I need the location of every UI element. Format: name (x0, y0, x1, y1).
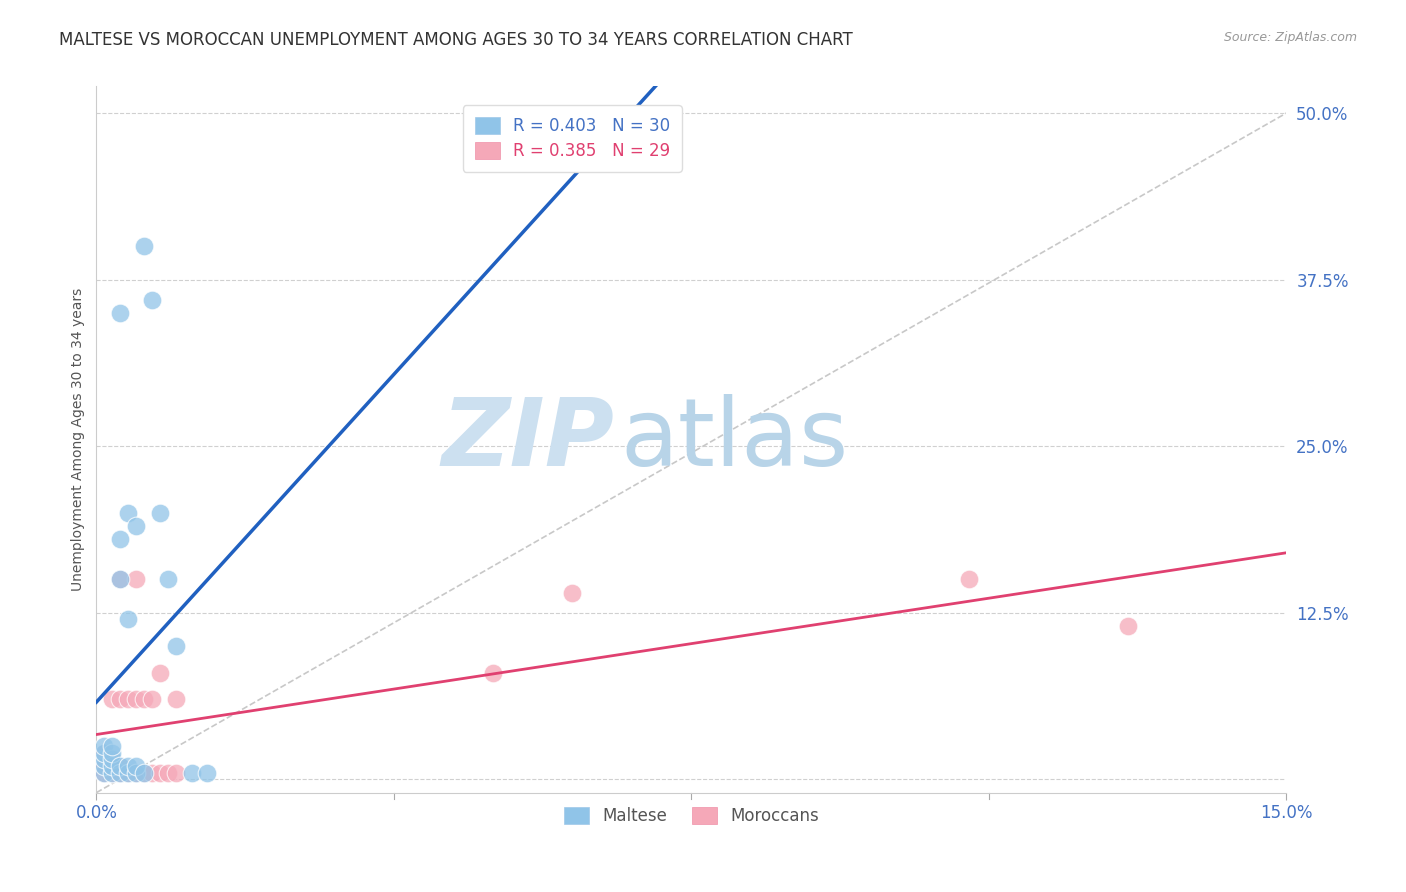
Point (125, 692, 148, 706)
Point (156, 765, 179, 780)
Point (117, 692, 139, 706)
Point (125, 573, 148, 587)
Point (101, 765, 124, 780)
Point (108, 759, 131, 773)
Point (93, 746, 115, 760)
Point (165, 639, 187, 653)
Point (149, 765, 172, 780)
Point (165, 765, 187, 780)
Point (101, 746, 124, 760)
Text: ZIP: ZIP (441, 393, 614, 485)
Point (108, 533, 131, 547)
Text: atlas: atlas (620, 393, 848, 485)
Y-axis label: Unemployment Among Ages 30 to 34 years: Unemployment Among Ages 30 to 34 years (72, 288, 86, 591)
Point (101, 692, 124, 706)
Point (108, 765, 131, 780)
Point (132, 765, 155, 780)
Point (197, 765, 219, 780)
Text: MALTESE VS MOROCCAN UNEMPLOYMENT AMONG AGES 30 TO 34 YEARS CORRELATION CHART: MALTESE VS MOROCCAN UNEMPLOYMENT AMONG A… (59, 31, 853, 49)
Point (561, 586, 583, 600)
Point (156, 573, 179, 587)
Point (117, 612, 139, 626)
Point (117, 506, 139, 520)
Point (149, 506, 172, 520)
Point (101, 765, 124, 780)
Point (132, 765, 155, 780)
Point (93, 739, 115, 753)
Point (149, 665, 172, 680)
Point (482, 665, 505, 680)
Point (125, 519, 148, 533)
Point (180, 765, 202, 780)
Point (101, 759, 124, 773)
Point (165, 692, 187, 706)
Point (132, 239, 155, 253)
Point (957, 573, 980, 587)
Point (108, 573, 131, 587)
Point (125, 765, 148, 780)
Point (108, 573, 131, 587)
Text: Source: ZipAtlas.com: Source: ZipAtlas.com (1223, 31, 1357, 45)
Point (101, 752, 124, 766)
Point (141, 293, 163, 307)
Point (141, 765, 163, 780)
Point (101, 759, 124, 773)
Point (108, 306, 131, 320)
Point (117, 765, 139, 780)
Point (108, 692, 131, 706)
Point (108, 765, 131, 780)
Point (93, 746, 115, 760)
Point (93, 765, 115, 780)
Point (93, 752, 115, 766)
Point (117, 759, 139, 773)
Point (93, 765, 115, 780)
Point (101, 752, 124, 766)
Legend: Maltese, Moroccans: Maltese, Moroccans (555, 799, 827, 834)
Point (125, 759, 148, 773)
Point (117, 765, 139, 780)
Point (101, 739, 124, 753)
Point (108, 759, 131, 773)
Point (125, 765, 148, 780)
Point (93, 759, 115, 773)
Point (93, 759, 115, 773)
Point (132, 692, 155, 706)
Point (1116, 619, 1139, 633)
Point (141, 692, 163, 706)
